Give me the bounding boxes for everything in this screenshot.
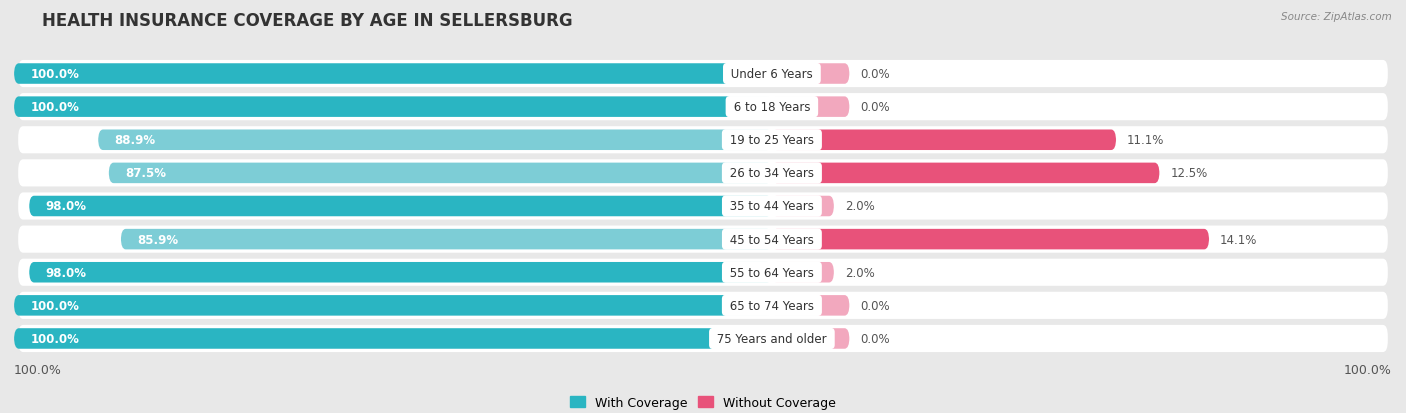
Text: 98.0%: 98.0% xyxy=(46,200,87,213)
FancyBboxPatch shape xyxy=(772,163,1160,184)
FancyBboxPatch shape xyxy=(18,226,1388,253)
Text: 100.0%: 100.0% xyxy=(14,363,62,376)
FancyBboxPatch shape xyxy=(18,259,1388,286)
FancyBboxPatch shape xyxy=(14,328,772,349)
Text: 0.0%: 0.0% xyxy=(860,68,890,81)
FancyBboxPatch shape xyxy=(772,229,1209,250)
FancyBboxPatch shape xyxy=(18,127,1388,154)
FancyBboxPatch shape xyxy=(18,193,1388,220)
FancyBboxPatch shape xyxy=(772,196,834,217)
Text: 14.1%: 14.1% xyxy=(1220,233,1257,246)
FancyBboxPatch shape xyxy=(18,61,1388,88)
Text: 35 to 44 Years: 35 to 44 Years xyxy=(725,200,818,213)
FancyBboxPatch shape xyxy=(772,328,849,349)
FancyBboxPatch shape xyxy=(18,325,1388,352)
Text: 98.0%: 98.0% xyxy=(46,266,87,279)
Text: 100.0%: 100.0% xyxy=(31,101,80,114)
FancyBboxPatch shape xyxy=(772,64,849,85)
Text: 100.0%: 100.0% xyxy=(31,299,80,312)
FancyBboxPatch shape xyxy=(18,292,1388,319)
Text: 75 Years and older: 75 Years and older xyxy=(713,332,831,345)
Text: 87.5%: 87.5% xyxy=(125,167,166,180)
Text: 0.0%: 0.0% xyxy=(860,332,890,345)
Text: HEALTH INSURANCE COVERAGE BY AGE IN SELLERSBURG: HEALTH INSURANCE COVERAGE BY AGE IN SELL… xyxy=(42,12,572,30)
FancyBboxPatch shape xyxy=(14,295,772,316)
Text: 19 to 25 Years: 19 to 25 Years xyxy=(725,134,818,147)
Text: 0.0%: 0.0% xyxy=(860,299,890,312)
Text: 12.5%: 12.5% xyxy=(1170,167,1208,180)
Legend: With Coverage, Without Coverage: With Coverage, Without Coverage xyxy=(565,391,841,413)
FancyBboxPatch shape xyxy=(14,97,772,118)
Text: 26 to 34 Years: 26 to 34 Years xyxy=(725,167,818,180)
FancyBboxPatch shape xyxy=(772,130,1116,151)
FancyBboxPatch shape xyxy=(30,262,772,283)
Text: 100.0%: 100.0% xyxy=(31,68,80,81)
Text: Under 6 Years: Under 6 Years xyxy=(727,68,817,81)
Text: 85.9%: 85.9% xyxy=(138,233,179,246)
Text: 55 to 64 Years: 55 to 64 Years xyxy=(725,266,818,279)
FancyBboxPatch shape xyxy=(121,229,772,250)
FancyBboxPatch shape xyxy=(772,97,849,118)
FancyBboxPatch shape xyxy=(18,94,1388,121)
FancyBboxPatch shape xyxy=(772,295,849,316)
Text: 88.9%: 88.9% xyxy=(115,134,156,147)
FancyBboxPatch shape xyxy=(18,160,1388,187)
FancyBboxPatch shape xyxy=(14,64,772,85)
FancyBboxPatch shape xyxy=(98,130,772,151)
Text: 100.0%: 100.0% xyxy=(31,332,80,345)
Text: 45 to 54 Years: 45 to 54 Years xyxy=(725,233,818,246)
Text: 0.0%: 0.0% xyxy=(860,101,890,114)
FancyBboxPatch shape xyxy=(772,262,834,283)
Text: 65 to 74 Years: 65 to 74 Years xyxy=(725,299,818,312)
Text: Source: ZipAtlas.com: Source: ZipAtlas.com xyxy=(1281,12,1392,22)
Text: 6 to 18 Years: 6 to 18 Years xyxy=(730,101,814,114)
Text: 2.0%: 2.0% xyxy=(845,200,875,213)
Text: 100.0%: 100.0% xyxy=(1344,363,1392,376)
FancyBboxPatch shape xyxy=(30,196,772,217)
Text: 11.1%: 11.1% xyxy=(1128,134,1164,147)
FancyBboxPatch shape xyxy=(108,163,772,184)
Text: 2.0%: 2.0% xyxy=(845,266,875,279)
